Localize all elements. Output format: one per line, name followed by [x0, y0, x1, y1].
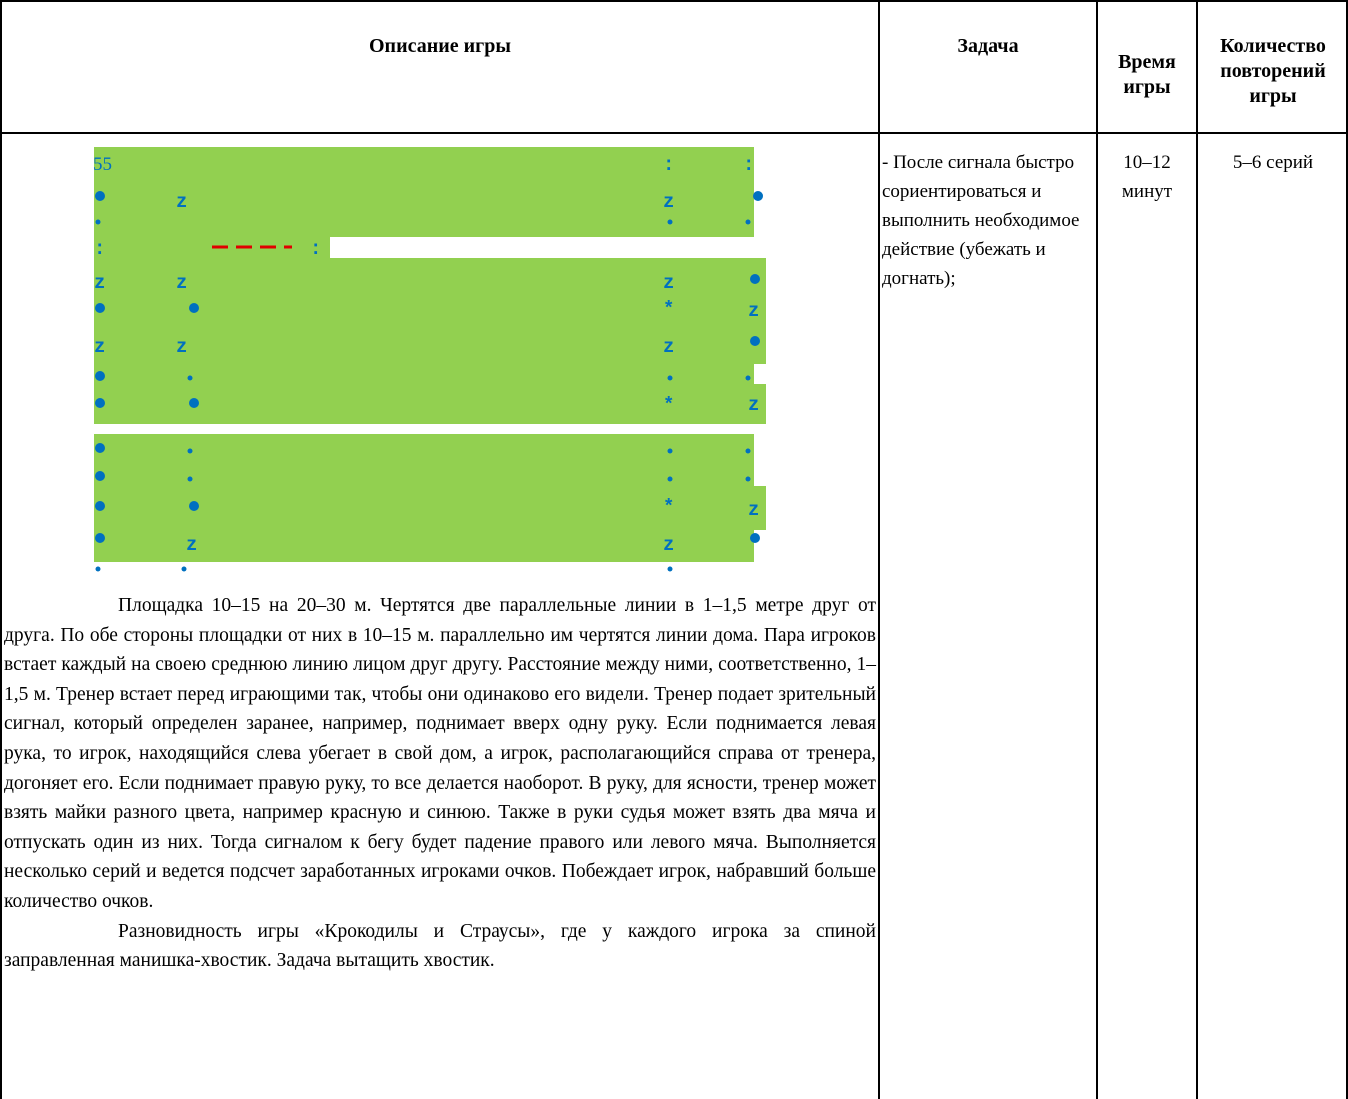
marker-z: z	[663, 191, 674, 213]
marker-dot	[187, 476, 193, 482]
marker-dot	[667, 375, 673, 381]
marker-dot	[667, 476, 673, 482]
field-markers: z z z z z z z z z z z z z * * * : : : :	[94, 154, 759, 556]
marker-dot	[745, 219, 751, 225]
marker-dot	[95, 501, 105, 511]
field-block-bottom-ext	[754, 486, 766, 530]
table-border-left	[0, 0, 2, 1099]
marker-dot	[753, 191, 763, 201]
table-border-right	[1346, 0, 1348, 1099]
marker-colon: :	[663, 154, 674, 176]
marker-dot	[95, 219, 101, 225]
marker-star: *	[663, 394, 674, 416]
marker-dot	[95, 443, 105, 453]
marker-dot	[187, 448, 193, 454]
marker-dot	[750, 533, 760, 543]
marker-dot	[745, 476, 751, 482]
marker-dot	[189, 501, 199, 511]
marker-star: *	[663, 298, 674, 320]
time-text: 10–12 минут	[1121, 152, 1173, 202]
marker-star: *	[663, 496, 674, 518]
marker-z: z	[748, 394, 759, 416]
marker-dot	[95, 398, 105, 408]
table-border-top	[0, 0, 1348, 2]
field-block-middle-low	[94, 364, 754, 384]
field-block-bottom	[94, 434, 754, 562]
marker-z: z	[663, 336, 674, 358]
field-block-middle	[94, 258, 766, 364]
marker-dot	[95, 566, 101, 572]
marker-z: z	[176, 336, 187, 358]
marker-z: z	[663, 534, 674, 556]
marker-z: z	[748, 499, 759, 521]
header-reps: Количество повторений игры	[1220, 35, 1326, 107]
marker-colon: :	[743, 154, 754, 176]
field-areas	[94, 147, 766, 562]
marker-z: z	[176, 272, 187, 294]
marker-dot	[667, 566, 673, 572]
marker-z: z	[176, 191, 187, 213]
marker-z: z	[663, 272, 674, 294]
field-block-middle-bottom	[94, 384, 766, 424]
marker-colon: :	[310, 238, 321, 260]
table-col-divider-2	[1096, 0, 1098, 1099]
reps-text: 5–6 серий	[1232, 152, 1314, 173]
header-time: Время игры	[1118, 51, 1176, 98]
header-task: Задача	[957, 35, 1019, 57]
marker-colon: :	[94, 238, 105, 260]
marker-z: z	[94, 336, 105, 358]
description-paragraph-2: Разновидность игры «Крокодилы и Страусы»…	[4, 920, 876, 972]
marker-dot	[181, 566, 187, 572]
marker-dot	[189, 303, 199, 313]
marker-dot	[95, 191, 105, 201]
marker-dot	[750, 336, 760, 346]
marker-dot	[187, 375, 193, 381]
figure-number: 55	[93, 154, 112, 175]
marker-z: z	[186, 534, 197, 556]
table-col-divider-1	[878, 0, 880, 1099]
marker-dot	[95, 533, 105, 543]
description-paragraph-1: Площадка 10–15 на 20–30 м. Чертятся две …	[4, 595, 876, 912]
header-description: Описание игры	[369, 35, 511, 57]
table-col-divider-3	[1196, 0, 1198, 1099]
game-description: Площадка 10–15 на 20–30 м. Чертятся две …	[4, 591, 876, 976]
marker-dot	[745, 448, 751, 454]
playing-field-diagram: 55 z z z z z z z z z z z z z * * * : : :…	[93, 147, 766, 572]
marker-dot	[667, 219, 673, 225]
marker-z: z	[94, 272, 105, 294]
field-block-top	[118, 147, 754, 237]
marker-dot	[667, 448, 673, 454]
marker-dot	[750, 274, 760, 284]
task-text: - После сигнала быстро сориентироваться …	[882, 152, 1080, 289]
marker-dot	[95, 303, 105, 313]
marker-dot	[745, 375, 751, 381]
marker-dot	[95, 371, 105, 381]
field-dots	[95, 191, 763, 572]
table-header-divider	[0, 132, 1348, 134]
marker-dot	[189, 398, 199, 408]
marker-z: z	[748, 300, 759, 322]
marker-dot	[95, 471, 105, 481]
